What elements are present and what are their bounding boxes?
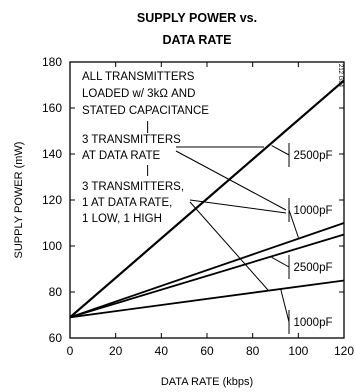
- x-tick-label: 0: [67, 344, 74, 358]
- label-leader-2: [288, 209, 300, 240]
- chart-title-line-1: SUPPLY POWER vs.: [137, 11, 257, 25]
- capacitance-label-1: 2500pF: [293, 150, 332, 162]
- chart-title-line-2: DATA RATE: [163, 33, 232, 47]
- group2-leader-b: [189, 201, 269, 291]
- group2-leader-a: [189, 199, 287, 214]
- note-line-6: 3 TRANSMITTERS,: [82, 181, 184, 193]
- x-tick-label: 60: [200, 344, 214, 358]
- label-leader-1: [271, 145, 290, 156]
- x-tick-label: 120: [334, 344, 354, 358]
- x-tick-label: 80: [246, 344, 260, 358]
- capacitance-label-2: 1000pF: [293, 205, 332, 217]
- y-tick-label: 80: [49, 285, 63, 299]
- series-line-4: [69, 279, 345, 319]
- note-line-3: STATED CAPACITANCE: [82, 105, 209, 117]
- group1-leader-b: [175, 150, 287, 211]
- x-tick-labels: 0 20 40 60 80 100 120: [67, 344, 355, 358]
- y-tick-label: 120: [42, 193, 62, 207]
- y-axis-label: SUPPLY POWER (mW): [13, 142, 25, 259]
- series-line-1: [69, 79, 345, 319]
- x-tick-label: 40: [155, 344, 169, 358]
- note-line-4: 3 TRANSMITTERS: [82, 134, 181, 146]
- x-tick-label: 20: [109, 344, 123, 358]
- capacitance-labels: 2500pF 1000pF 2500pF 1000pF: [293, 150, 332, 329]
- capacitance-label-3: 2500pF: [293, 262, 332, 274]
- figure-code: 212 G84: [337, 64, 343, 88]
- y-tick-label: 60: [49, 331, 63, 345]
- capacitance-label-4: 1000pF: [293, 317, 332, 329]
- y-tick-label: 180: [42, 55, 62, 69]
- y-tick-label: 160: [42, 101, 62, 115]
- note-line-2: LOADED w/ 3kΩ AND: [82, 88, 195, 100]
- y-tick-labels: 60 80 100 120 140 160 180: [42, 55, 62, 345]
- series-lines: [69, 79, 345, 319]
- annotation-notes: ALL TRANSMITTERS LOADED w/ 3kΩ AND STATE…: [82, 71, 209, 225]
- x-axis-label: DATA RATE (kbps): [161, 376, 253, 388]
- label-leader-4: [280, 289, 290, 323]
- note-line-8: 1 LOW, 1 HIGH: [82, 213, 162, 225]
- note-line-1: ALL TRANSMITTERS: [82, 71, 195, 83]
- x-tick-label: 100: [288, 344, 308, 358]
- label-leader-3: [271, 256, 290, 268]
- series-line-3: [69, 233, 345, 319]
- note-line-7: 1 AT DATA RATE,: [82, 197, 172, 209]
- y-tick-label: 100: [42, 239, 62, 253]
- axis-ticks: [69, 61, 345, 339]
- leader-lines: [147, 121, 300, 334]
- y-tick-label: 140: [42, 147, 62, 161]
- note-line-5: AT DATA RATE: [82, 150, 160, 162]
